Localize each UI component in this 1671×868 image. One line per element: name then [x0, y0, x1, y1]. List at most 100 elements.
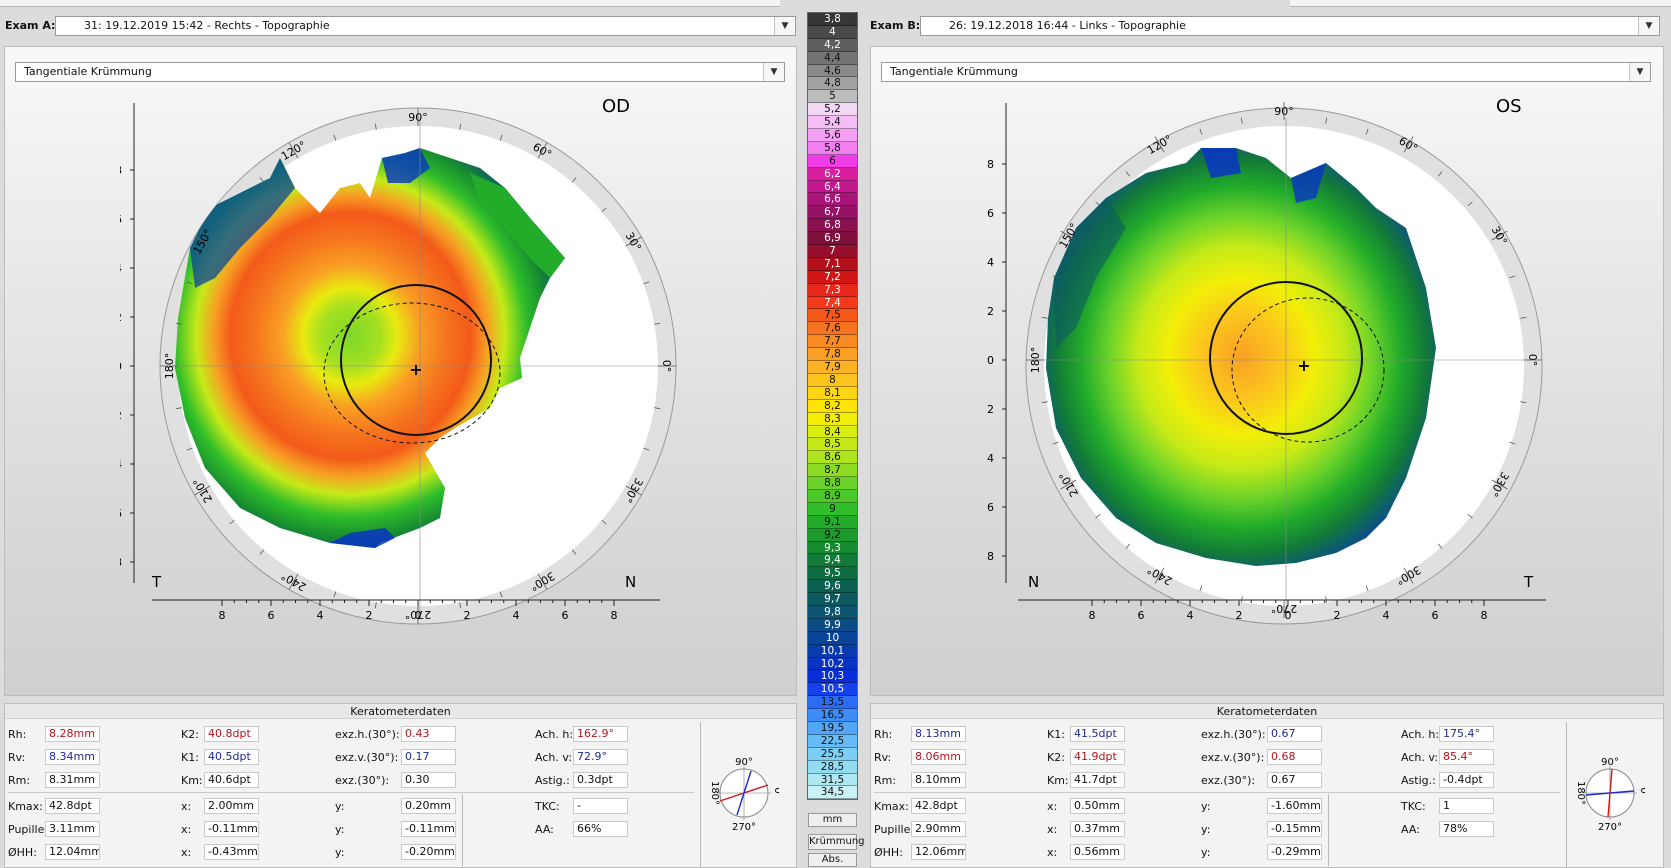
legend-item: 9,6: [808, 580, 857, 594]
ring-tick: [1437, 543, 1443, 549]
legend-item: 3,8: [808, 13, 857, 26]
top-strip-left: [0, 0, 780, 7]
ring-tick: [1125, 543, 1131, 549]
x1-value: 0.50mm: [1070, 798, 1125, 814]
legend-item: 4,6: [808, 64, 857, 78]
legend-item: 8,9: [808, 489, 857, 503]
legend-item: 9: [808, 502, 857, 516]
ring-tick: [1095, 513, 1101, 519]
x-label: x:: [1047, 800, 1058, 813]
legend-item: 34,5: [808, 786, 857, 800]
mode-button[interactable]: Krümmung: [808, 834, 865, 850]
pupil-circle: [1231, 297, 1385, 443]
y2-value: -0.11mm: [401, 821, 456, 837]
exzh-label: exz.h.(30°):: [335, 728, 400, 741]
exam-a-select[interactable]: 31: 19.12.2019 15:42 - Rechts - Topograp…: [55, 16, 796, 36]
y-tick-label: 4: [987, 256, 994, 269]
legend-item: 8,4: [808, 425, 857, 439]
ring-tick: [601, 207, 607, 213]
legend-item: 9,7: [808, 593, 857, 606]
x-tick-label: 8: [611, 609, 618, 622]
map-type-select-a[interactable]: Tangentiale Krümmung ▼: [15, 62, 785, 82]
rv-label: Rv:: [8, 751, 26, 764]
unit-button[interactable]: mm: [808, 813, 857, 827]
legend-item: 5,4: [808, 116, 857, 130]
k-b-value: 41.9dpt: [1070, 749, 1125, 765]
legend-item: 8,5: [808, 438, 857, 452]
abs-button[interactable]: Abs.: [808, 853, 857, 867]
right-letter-os: T: [1523, 573, 1534, 591]
separator: [462, 794, 463, 866]
x-tick-label: 2: [366, 609, 373, 622]
topography-edge-od-3: [330, 528, 395, 548]
ring-tick: [1365, 585, 1369, 592]
ring-tick: [175, 322, 182, 325]
ring-tick: [1199, 585, 1203, 592]
pupille-value: 3.11mm: [45, 821, 100, 837]
legend-item: 22,5: [808, 734, 857, 748]
legend-item: 10: [808, 631, 857, 645]
topography-map-od[interactable]: + 90°60°30°0°330°300°270°240°210°180°150…: [115, 88, 720, 661]
chevron-down-icon[interactable]: ▼: [763, 63, 784, 81]
x-label: x:: [181, 846, 192, 859]
x-tick-label: 6: [268, 609, 275, 622]
exzh-value: 0.67: [1267, 726, 1322, 742]
ring-tick: [1095, 201, 1101, 207]
map-type-select-b[interactable]: Tangentiale Krümmung ▼: [881, 62, 1651, 82]
topography-surface-os: [1046, 148, 1436, 566]
achh-value: 175.4°: [1439, 726, 1494, 742]
ring-tick: [1467, 201, 1473, 207]
k-b-label: K1:: [181, 751, 199, 764]
ring-tick: [1520, 401, 1527, 404]
x-tick-label: 6: [1432, 609, 1439, 622]
topography-surface-od: [175, 148, 565, 548]
ring-tick: [374, 602, 377, 609]
ring-tick: [1491, 230, 1508, 241]
legend-item: 6,7: [808, 206, 857, 220]
left-letter-os: N: [1028, 573, 1039, 591]
legend-item: 7,3: [808, 283, 857, 297]
y-label: y:: [335, 846, 345, 859]
y-label: y:: [335, 800, 345, 813]
kerato-panel-b: Keratometerdaten Rh: 8.13mm Rv: 8.06mm R…: [870, 703, 1664, 868]
x-tick-label: 6: [1138, 609, 1145, 622]
y-tick-label: 4: [987, 452, 994, 465]
gauge-left-label: 180°: [709, 781, 720, 805]
ring-tick: [571, 177, 577, 183]
x3-value: -0.43mm: [204, 844, 259, 860]
exzv-value: 0.17: [401, 749, 456, 765]
y-tick-label: 0: [987, 354, 994, 367]
aa-value: 66%: [573, 821, 628, 837]
chevron-down-icon[interactable]: ▼: [1629, 63, 1650, 81]
topography-map-os[interactable]: + 90°60°30°0°330°300°270°240°210°180°150…: [986, 88, 1586, 661]
exam-b-select[interactable]: 26: 19.12.2018 16:44 - Links - Topograph…: [920, 16, 1660, 36]
eye-label-os: OS: [1496, 96, 1522, 117]
legend-item: 4,2: [808, 38, 857, 52]
tkc-label: TKC:: [535, 800, 560, 813]
ring-tick: [288, 573, 299, 590]
right-letter-od: N: [625, 573, 636, 591]
ring-tick: [654, 407, 661, 410]
center-cross-icon: +: [1297, 356, 1310, 375]
ring-tick: [1199, 128, 1203, 135]
ring-tick: [654, 322, 661, 325]
ring-tick: [175, 407, 182, 410]
ring-tick: [186, 447, 193, 451]
exz-value: 0.67: [1267, 772, 1322, 788]
y-tick-label: 2: [120, 409, 122, 422]
gauge-right-label: 0°: [1638, 787, 1645, 798]
chevron-down-icon[interactable]: ▼: [774, 17, 795, 35]
exzh-label: exz.h.(30°):: [1201, 728, 1266, 741]
x-tick-label: 4: [1383, 609, 1390, 622]
exzv-label: exz.v.(30°):: [1201, 751, 1265, 764]
map-type-b-value: Tangentiale Krümmung: [890, 65, 1018, 78]
ring-tick: [1041, 401, 1048, 404]
ring-tick: [643, 447, 650, 451]
y1-value: 0.20mm: [401, 798, 456, 814]
gauge-left-label: 180°: [1575, 781, 1586, 805]
rv-value: 8.06mm: [911, 749, 966, 765]
topography-edge-os-1: [1201, 148, 1241, 178]
kerato-title-a: Keratometerdaten: [5, 704, 796, 719]
chevron-down-icon[interactable]: ▼: [1638, 17, 1659, 35]
gauge-top-label: 90°: [1601, 757, 1619, 768]
